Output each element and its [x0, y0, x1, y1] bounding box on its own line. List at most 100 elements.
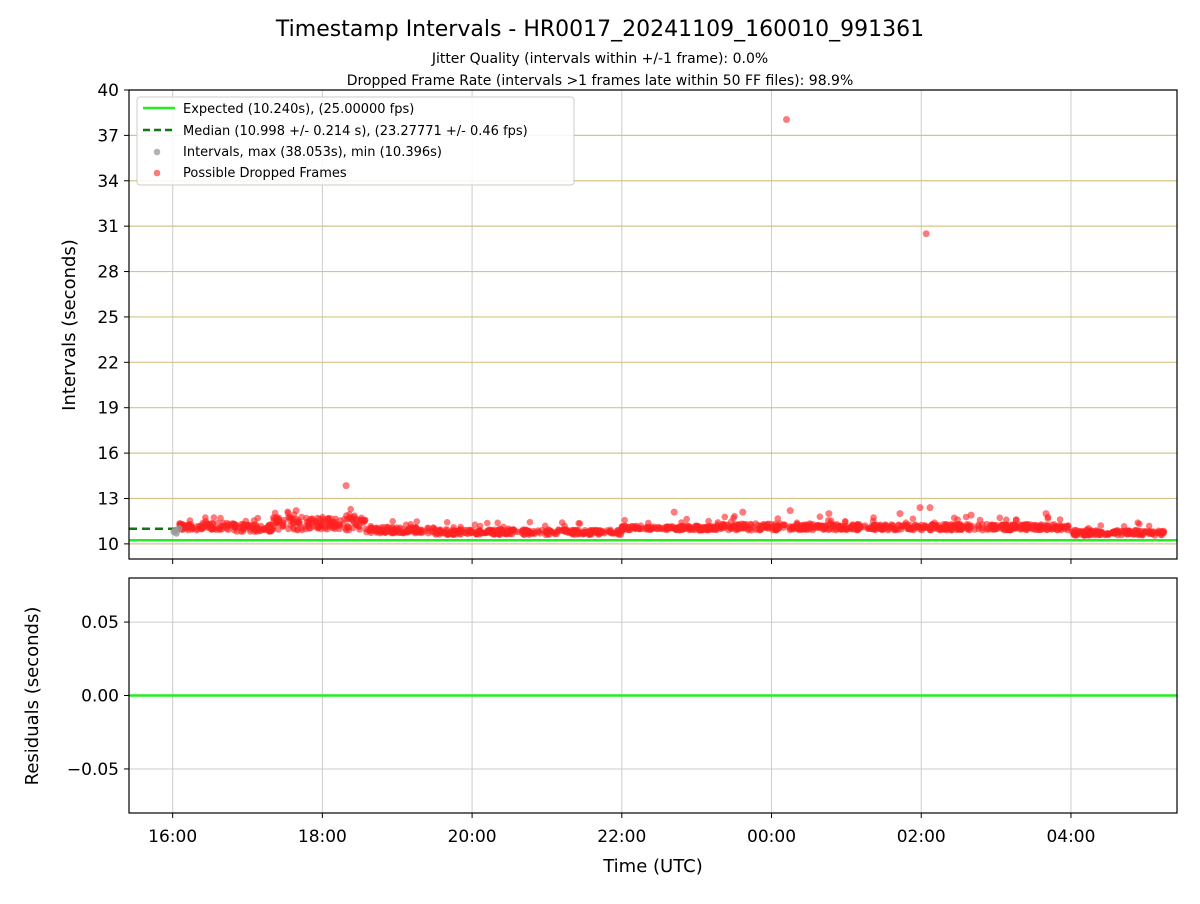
dropped-frame-point [463, 526, 471, 534]
dropped-frame-point [960, 524, 968, 531]
dropped-frame-outlier [342, 482, 350, 490]
dropped-frame-point [1085, 525, 1092, 532]
dropped-frame-point [214, 519, 221, 527]
residuals-y-ticks: 0.05 0.00 −0.05 [67, 613, 129, 780]
dropped-frame-point [484, 519, 491, 527]
dropped-frame-point [402, 521, 410, 529]
dropped-frame-point [284, 509, 292, 517]
dropped-frame-outlier [922, 230, 930, 238]
dropped-frame-point [795, 525, 803, 533]
dropped-frame-point [705, 517, 712, 525]
chart-subtitle-dropped: Dropped Frame Rate (intervals >1 frames … [347, 73, 854, 89]
dropped-frame-point [1113, 527, 1121, 534]
intervals-y-tick-label: 34 [97, 172, 119, 192]
dropped-frame-point [983, 526, 991, 533]
dropped-frame-point [915, 523, 923, 531]
dropped-frame-point [618, 523, 626, 530]
dropped-frame-point [309, 515, 316, 522]
dropped-frame-point [1081, 531, 1089, 538]
dropped-frame-point [947, 525, 955, 533]
intervals-plot-frame [128, 89, 1178, 560]
dropped-frame-point [1097, 522, 1105, 529]
dropped-frame-point [367, 522, 375, 530]
dropped-frame-point [187, 523, 195, 530]
dropped-frame-point [399, 529, 407, 537]
dropped-frame-outlier [292, 507, 300, 515]
dropped-frame-point [598, 529, 605, 537]
x-tick-label: 00:00 [747, 827, 796, 847]
dropped-frame-point [343, 524, 351, 531]
dropped-frame-point [888, 521, 895, 528]
chart-subtitle-jitter: Jitter Quality (intervals within +/-1 fr… [431, 51, 768, 67]
dropped-frame-point [738, 523, 746, 531]
dropped-frame-point [450, 524, 458, 531]
intervals-y-axis-label: Intervals (seconds) [59, 239, 80, 411]
dropped-frame-point [555, 526, 562, 534]
dropped-frame-point [323, 517, 331, 525]
intervals-points [170, 116, 1168, 539]
dropped-frame-point [1149, 528, 1157, 536]
intervals-x-ticks [172, 559, 1072, 564]
interval-point [175, 525, 183, 533]
dropped-frame-point [1145, 522, 1153, 530]
dropped-frame-point [910, 526, 917, 534]
dropped-frame-point [260, 526, 267, 533]
dropped-frame-point [763, 523, 771, 530]
intervals-y-ticks: 10 13 16 19 22 25 28 31 34 37 40 [97, 81, 129, 555]
dropped-frame-point [871, 525, 878, 533]
intervals-y-tick-label: 19 [97, 399, 119, 419]
dropped-frame-point [570, 527, 578, 534]
dropped-frame-point [631, 523, 638, 530]
dropped-frame-point [437, 527, 444, 534]
legend-label-expected: Expected (10.240s), (25.00000 fps) [183, 102, 414, 117]
dropped-frame-point [373, 525, 381, 533]
dropped-frame-point [457, 523, 465, 531]
dropped-frame-point [827, 517, 835, 524]
dropped-frame-point [541, 522, 549, 530]
dropped-frame-point [822, 525, 829, 533]
legend-label-intervals: Intervals, max (38.053s), min (10.396s) [183, 145, 442, 160]
dropped-frame-point [1071, 526, 1078, 534]
dropped-frame-point [909, 515, 917, 523]
dropped-frame-point [210, 514, 218, 521]
dropped-frame-point [298, 526, 306, 534]
intervals-reference-lines [129, 527, 1177, 542]
dropped-frame-point [221, 522, 229, 529]
dropped-frame-point [1136, 520, 1143, 528]
intervals-y-tick-label: 25 [97, 308, 119, 328]
dropped-frame-point [757, 525, 765, 533]
residuals-y-tick-label: 0.00 [81, 687, 119, 707]
dropped-frame-point [413, 518, 421, 525]
dropped-frame-point [476, 522, 484, 530]
dropped-frame-point [558, 519, 566, 526]
dropped-frame-point [752, 520, 759, 527]
dropped-frame-point [621, 516, 628, 524]
dropped-frame-point [774, 522, 782, 529]
legend-swatch-intervals [153, 148, 161, 156]
dropped-frame-point [279, 523, 286, 530]
residuals-y-axis-label: Residuals (seconds) [22, 607, 43, 786]
dropped-frame-point [931, 519, 938, 526]
dropped-frame-point [273, 518, 281, 526]
dropped-frame-point [494, 519, 502, 527]
dropped-frame-outlier [739, 508, 747, 516]
dropped-frame-point [319, 513, 326, 521]
dropped-frame-point [242, 517, 250, 525]
dropped-frame-point [532, 529, 539, 536]
dropped-frame-point [500, 523, 507, 531]
dropped-frame-point [714, 519, 722, 526]
dropped-frame-point [581, 530, 588, 537]
legend-swatch-dropped [153, 169, 161, 177]
dropped-frame-point [197, 523, 204, 530]
legend-label-dropped: Possible Dropped Frames [183, 166, 347, 181]
dropped-frame-point [1136, 527, 1143, 535]
dropped-frame-outlier [967, 511, 975, 519]
dropped-frame-point [414, 529, 422, 536]
intervals-y-tick-label: 28 [97, 263, 119, 283]
dropped-frame-point [488, 526, 496, 534]
dropped-frame-point [443, 519, 451, 526]
dropped-frame-point [626, 526, 634, 534]
dropped-frame-point [471, 521, 479, 528]
dropped-frame-point [705, 522, 713, 530]
dropped-frame-point [816, 513, 824, 520]
